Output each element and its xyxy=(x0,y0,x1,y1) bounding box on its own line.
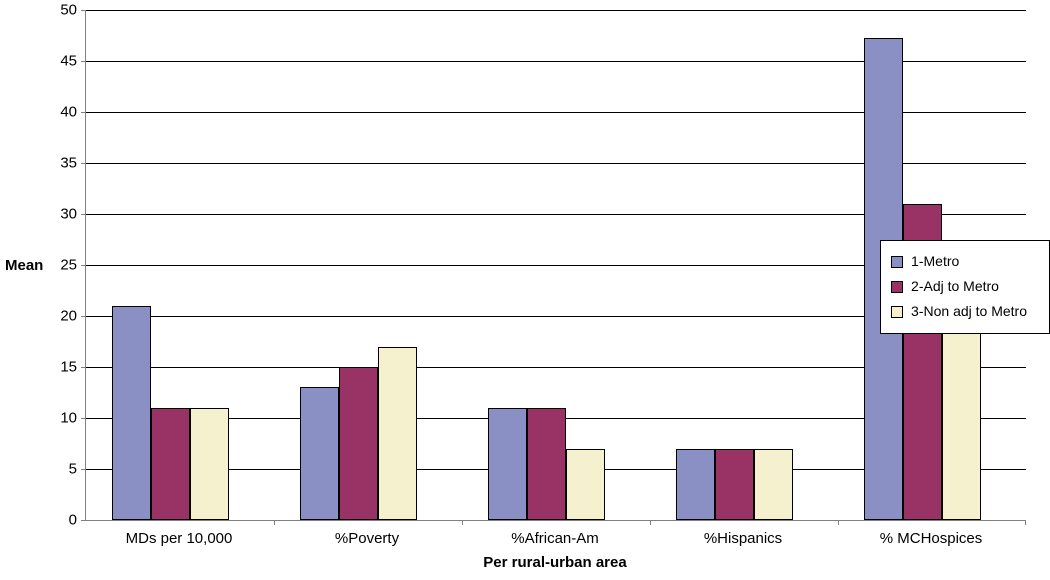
xtick-label: MDs per 10,000 xyxy=(85,530,273,547)
ytick-label: 5 xyxy=(45,461,77,478)
legend-item: 2-Adj to Metro xyxy=(891,274,1027,299)
y-axis-label: Mean xyxy=(5,257,43,274)
ytick-label: 30 xyxy=(45,206,77,223)
xtick-mark xyxy=(1025,520,1026,525)
ytick-mark xyxy=(81,10,86,11)
xtick-label: %Poverty xyxy=(273,530,461,547)
legend-label: 3-Non adj to Metro xyxy=(911,299,1027,324)
legend-swatch xyxy=(891,306,903,318)
bar xyxy=(339,367,378,520)
ytick-mark xyxy=(81,418,86,419)
bar xyxy=(190,408,229,520)
legend-swatch xyxy=(891,281,903,293)
ytick-mark xyxy=(81,265,86,266)
bar xyxy=(676,449,715,520)
xtick-mark xyxy=(650,520,651,525)
ytick-mark xyxy=(81,163,86,164)
ytick-mark xyxy=(81,520,86,521)
ytick-mark xyxy=(81,214,86,215)
ytick-label: 0 xyxy=(45,512,77,529)
bar xyxy=(112,306,151,520)
ytick-label: 10 xyxy=(45,410,77,427)
legend-swatch xyxy=(891,256,903,268)
legend-label: 2-Adj to Metro xyxy=(911,274,999,299)
x-axis-label: Per rural-urban area xyxy=(85,554,1025,571)
ytick-mark xyxy=(81,367,86,368)
xtick-mark xyxy=(838,520,839,525)
bar xyxy=(527,408,566,520)
ytick-mark xyxy=(81,316,86,317)
ytick-label: 15 xyxy=(45,359,77,376)
bar xyxy=(300,387,339,520)
xtick-label: %Hispanics xyxy=(649,530,837,547)
legend-label: 1-Metro xyxy=(911,249,959,274)
chart-figure: Mean Per rural-urban area 1-Metro2-Adj t… xyxy=(0,0,1050,580)
bar xyxy=(715,449,754,520)
legend-item: 1-Metro xyxy=(891,249,1027,274)
ytick-label: 35 xyxy=(45,155,77,172)
ytick-label: 40 xyxy=(45,104,77,121)
ytick-label: 50 xyxy=(45,2,77,19)
ytick-mark xyxy=(81,112,86,113)
xtick-mark xyxy=(462,520,463,525)
xtick-mark xyxy=(274,520,275,525)
xtick-label: %African-Am xyxy=(461,530,649,547)
ytick-mark xyxy=(81,469,86,470)
ytick-label: 20 xyxy=(45,308,77,325)
legend: 1-Metro2-Adj to Metro3-Non adj to Metro xyxy=(880,240,1050,334)
legend-item: 3-Non adj to Metro xyxy=(891,299,1027,324)
ytick-mark xyxy=(81,61,86,62)
bar xyxy=(754,449,793,520)
bar xyxy=(566,449,605,520)
bar xyxy=(488,408,527,520)
ytick-label: 25 xyxy=(45,257,77,274)
gridline xyxy=(86,10,1026,11)
bar xyxy=(378,347,417,520)
xtick-label: % MCHospices xyxy=(837,530,1025,547)
bar xyxy=(151,408,190,520)
ytick-label: 45 xyxy=(45,53,77,70)
